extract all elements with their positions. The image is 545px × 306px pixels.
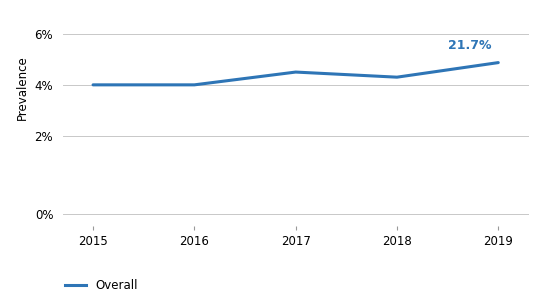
Legend: Overall: Overall: [60, 274, 143, 297]
Y-axis label: Prevalence: Prevalence: [16, 55, 29, 120]
Text: 21.7%: 21.7%: [447, 39, 491, 52]
